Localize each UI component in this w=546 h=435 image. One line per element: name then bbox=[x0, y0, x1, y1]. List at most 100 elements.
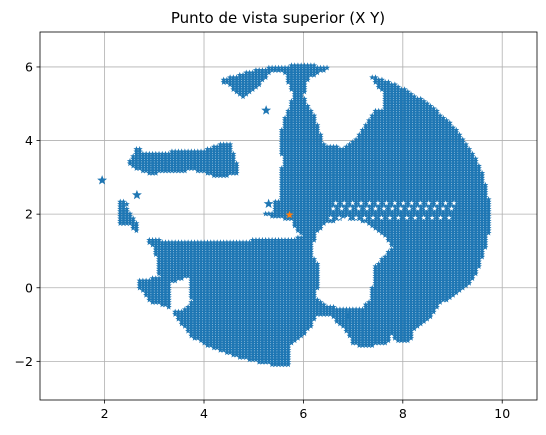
scatter-point bbox=[197, 239, 205, 246]
scatter-point bbox=[304, 251, 311, 258]
scatter-point bbox=[301, 287, 308, 293]
scatter-point bbox=[469, 215, 476, 222]
scatter-point bbox=[249, 342, 256, 348]
scatter-point bbox=[294, 287, 301, 293]
scatter-point bbox=[411, 210, 418, 217]
scatter-point bbox=[459, 234, 466, 241]
scatter-point bbox=[204, 294, 211, 301]
scatter-point bbox=[275, 294, 282, 301]
scatter-point bbox=[149, 289, 156, 296]
scatter-point bbox=[333, 184, 340, 191]
scatter-point bbox=[252, 272, 259, 279]
scatter-point bbox=[453, 210, 460, 217]
scatter-point bbox=[243, 318, 250, 325]
scatter-point bbox=[424, 234, 431, 241]
scatter-point bbox=[278, 291, 285, 298]
scatter-point bbox=[301, 205, 308, 212]
scatter-point bbox=[249, 291, 256, 298]
scatter-point bbox=[375, 227, 382, 234]
scatter-point bbox=[404, 229, 411, 236]
scatter-point bbox=[233, 344, 240, 351]
scatter-point bbox=[294, 239, 301, 246]
scatter-point bbox=[453, 181, 460, 188]
scatter-point bbox=[388, 268, 395, 274]
scatter-point bbox=[307, 210, 314, 217]
scatter-point bbox=[243, 344, 250, 351]
scatter-point bbox=[172, 258, 179, 265]
scatter-point bbox=[278, 177, 285, 183]
scatter-point bbox=[281, 346, 289, 353]
scatter-point bbox=[294, 212, 301, 219]
scatter-point bbox=[139, 282, 146, 289]
scatter-point bbox=[252, 282, 259, 289]
scatter-point bbox=[437, 270, 444, 277]
scatter-point bbox=[359, 198, 366, 205]
scatter-point bbox=[378, 325, 385, 332]
scatter-point bbox=[314, 263, 321, 269]
scatter-point bbox=[414, 320, 421, 327]
scatter-point bbox=[427, 196, 434, 203]
scatter-point bbox=[430, 268, 437, 274]
scatter-point bbox=[162, 265, 169, 272]
scatter-point bbox=[201, 239, 208, 246]
scatter-point bbox=[168, 253, 175, 260]
scatter-point bbox=[395, 275, 402, 281]
scatter-point bbox=[227, 320, 234, 327]
scatter-point bbox=[323, 306, 331, 313]
scatter-point bbox=[194, 325, 201, 332]
scatter-point bbox=[314, 279, 321, 286]
scatter-point bbox=[427, 244, 434, 250]
scatter-point bbox=[346, 177, 353, 183]
scatter-point bbox=[233, 239, 240, 246]
scatter-point bbox=[475, 210, 482, 217]
scatter-point bbox=[159, 248, 166, 255]
scatter-point bbox=[378, 174, 385, 181]
scatter-point bbox=[443, 260, 450, 267]
scatter-point bbox=[317, 193, 324, 200]
scatter-point bbox=[201, 306, 208, 313]
scatter-point bbox=[288, 284, 295, 291]
scatter-point bbox=[168, 272, 175, 279]
scatter-point bbox=[391, 232, 398, 238]
scatter-point bbox=[327, 210, 334, 217]
scatter-point bbox=[262, 270, 269, 277]
scatter-point bbox=[437, 239, 444, 246]
scatter-point bbox=[117, 201, 124, 207]
scatter-point bbox=[214, 282, 221, 289]
scatter-point bbox=[391, 330, 398, 336]
scatter-point bbox=[207, 256, 214, 262]
scatter-point bbox=[294, 334, 301, 341]
scatter-point bbox=[269, 212, 276, 219]
scatter-point bbox=[359, 174, 366, 181]
scatter-point bbox=[230, 239, 237, 246]
scatter-point bbox=[440, 282, 447, 289]
scatter-point bbox=[359, 184, 366, 191]
scatter-point bbox=[233, 294, 240, 301]
scatter-point bbox=[401, 320, 408, 327]
scatter-point bbox=[449, 244, 457, 250]
scatter-point bbox=[472, 256, 479, 262]
scatter-point bbox=[353, 308, 360, 315]
scatter-point bbox=[417, 196, 424, 203]
scatter-point bbox=[204, 313, 211, 320]
scatter-point bbox=[420, 198, 427, 205]
scatter-point bbox=[265, 303, 272, 310]
scatter-point bbox=[311, 282, 318, 289]
scatter-point bbox=[440, 268, 447, 274]
scatter-point bbox=[301, 299, 308, 305]
scatter-point bbox=[246, 272, 253, 279]
scatter-point bbox=[349, 306, 356, 313]
scatter-point bbox=[437, 263, 444, 269]
scatter-point bbox=[243, 308, 250, 315]
scatter-point bbox=[168, 239, 175, 246]
scatter-point bbox=[227, 311, 234, 317]
scatter-point bbox=[453, 177, 460, 183]
scatter-point bbox=[453, 279, 460, 286]
scatter-point bbox=[417, 291, 424, 298]
scatter-point bbox=[353, 198, 360, 205]
scatter-point bbox=[456, 220, 463, 226]
scatter-point bbox=[407, 308, 415, 315]
scatter-point bbox=[427, 201, 434, 207]
scatter-point bbox=[227, 284, 234, 291]
scatter-point bbox=[311, 256, 318, 262]
